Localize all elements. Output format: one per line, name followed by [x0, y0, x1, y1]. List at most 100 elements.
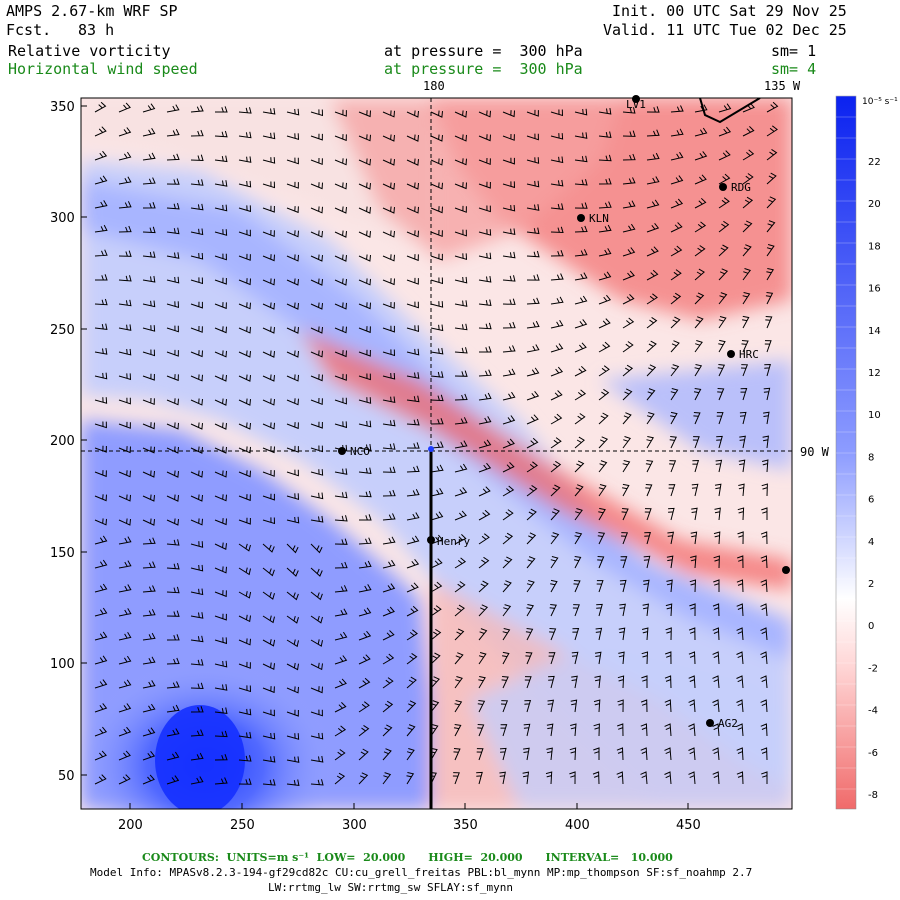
- wind-barb: [478, 252, 492, 260]
- wind-barb: [430, 581, 443, 593]
- wind-barb: [214, 204, 228, 212]
- wind-barb: [214, 684, 228, 691]
- wind-barb: [142, 397, 155, 406]
- wind-barb: [94, 200, 108, 209]
- y-tick-label: 250: [50, 323, 75, 338]
- wind-barb: [334, 182, 347, 190]
- wind-barb: [334, 397, 347, 405]
- wind-barb: [574, 132, 588, 139]
- wind-barb: [550, 133, 564, 140]
- x-tick-label: 450: [676, 818, 701, 833]
- wind-barb: [526, 344, 540, 353]
- forecast-label: Fcst.: [6, 21, 52, 39]
- wind-barb: [142, 177, 156, 185]
- colorbar-tick-label: -6: [868, 748, 878, 759]
- wind-barb: [765, 292, 774, 305]
- wind-barb: [718, 197, 730, 209]
- wind-barb: [478, 181, 491, 189]
- wind-barb: [118, 470, 131, 478]
- wind-barb: [142, 703, 156, 713]
- wind-barb: [692, 436, 700, 449]
- wind-barb: [190, 154, 204, 162]
- wind-barb: [262, 469, 275, 477]
- wind-barb: [526, 367, 540, 377]
- wind-barb: [646, 129, 660, 137]
- wind-barb: [642, 603, 649, 617]
- wind-barb: [382, 677, 394, 689]
- wind-barb: [502, 462, 515, 473]
- wind-barb: [646, 412, 655, 425]
- wind-barb: [358, 420, 372, 428]
- wind-barb: [142, 251, 156, 258]
- wind-barb: [595, 627, 603, 641]
- wind-barb: [94, 348, 108, 355]
- wind-barb: [646, 316, 658, 329]
- wind-barb: [94, 445, 107, 453]
- wind-barb: [736, 747, 744, 761]
- wind-barb: [286, 181, 299, 189]
- wind-barb: [166, 728, 180, 737]
- wind-barb: [454, 652, 464, 665]
- wind-barb: [382, 772, 392, 785]
- wind-barb: [571, 675, 578, 689]
- wind-barb: [214, 155, 228, 163]
- wind-barb: [166, 398, 179, 406]
- lon-label-180: 180: [423, 79, 445, 93]
- wind-barb: [666, 555, 674, 569]
- wind-barb: [190, 398, 203, 406]
- y-tick-label: 200: [50, 434, 75, 449]
- pole-marker: [428, 446, 434, 452]
- init-time: Init. 00 UTC Sat 29 Nov 25: [612, 2, 847, 20]
- wind-barb: [286, 445, 299, 453]
- wind-barb: [406, 629, 418, 641]
- wind-barb: [334, 373, 347, 381]
- wind-barb: [742, 292, 751, 305]
- wind-barb: [334, 278, 347, 286]
- wind-barb: [500, 724, 508, 737]
- wind-barb: [95, 274, 108, 281]
- wind-barb: [454, 205, 467, 213]
- wind-barb: [548, 652, 556, 665]
- wind-barb: [761, 507, 768, 520]
- wind-barb: [691, 483, 699, 497]
- wind-barb: [550, 156, 564, 164]
- wind-barb: [166, 276, 180, 284]
- wind-barb: [526, 109, 539, 117]
- wind-barb: [382, 396, 396, 404]
- wind-barb: [94, 372, 108, 380]
- wind-barb: [548, 675, 555, 689]
- wind-barb: [118, 518, 131, 526]
- field2-level: at pressure = 300 hPa: [384, 60, 583, 78]
- wind-barb: [286, 350, 299, 358]
- wind-barb: [214, 613, 227, 621]
- wind-barb: [214, 253, 227, 261]
- wind-barbs: [94, 101, 779, 786]
- wind-barb: [310, 374, 323, 382]
- wind-barb: [622, 270, 635, 281]
- wind-barb: [214, 542, 227, 550]
- wind-barb: [190, 729, 204, 737]
- wind-barb: [718, 292, 728, 305]
- wind-barb: [406, 558, 420, 569]
- wind-barb: [286, 543, 299, 554]
- wind-barb: [166, 153, 180, 161]
- wind-barb: [478, 533, 490, 545]
- wind-barb: [406, 488, 420, 497]
- wind-barb: [736, 771, 744, 785]
- wind-barb: [142, 152, 156, 161]
- wind-barb: [334, 749, 346, 761]
- wind-barb: [262, 543, 275, 553]
- wind-barb: [262, 108, 276, 115]
- station-ag2: AG2: [706, 717, 738, 730]
- station-kln: KLN: [577, 212, 609, 225]
- wind-barb: [166, 252, 180, 259]
- wind-barb: [262, 422, 275, 430]
- wind-barb: [524, 699, 532, 713]
- wind-barb: [382, 489, 396, 497]
- wind-barb: [118, 632, 132, 641]
- wind-barb: [525, 652, 533, 665]
- svg-text:RDG: RDG: [731, 181, 751, 194]
- wind-barb: [740, 364, 749, 377]
- wind-barb: [382, 158, 395, 166]
- wind-barb: [430, 134, 443, 142]
